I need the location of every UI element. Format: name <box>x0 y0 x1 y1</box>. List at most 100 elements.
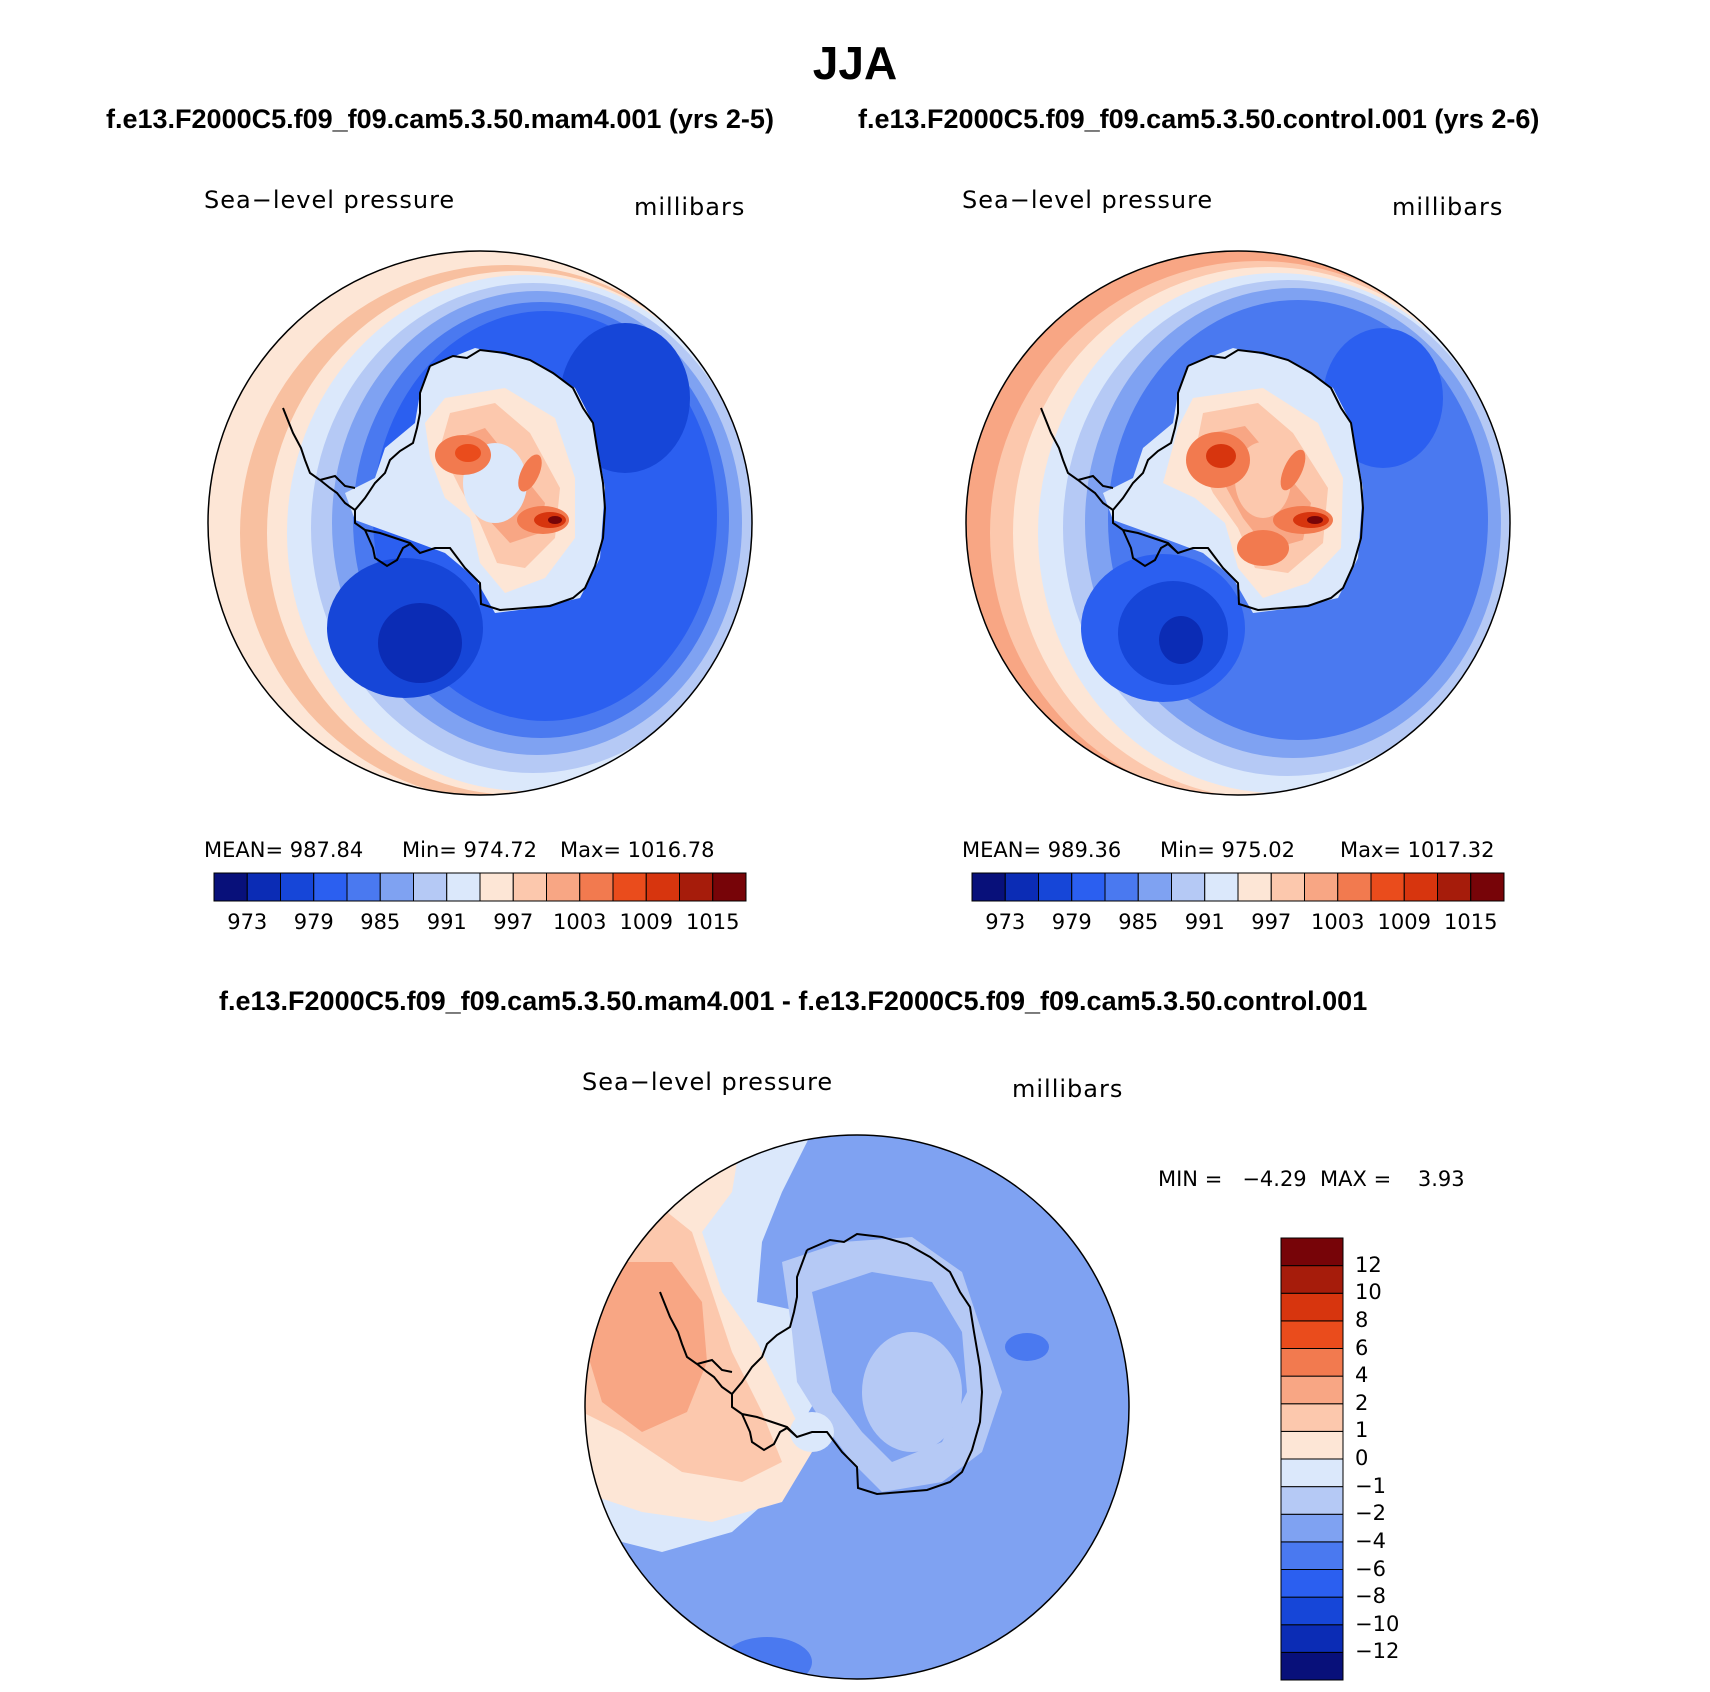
difference-colorbar-swatch <box>1280 1596 1344 1626</box>
top-right-colorbar-swatch <box>1071 872 1106 902</box>
difference-colorbar-swatch <box>1280 1569 1344 1598</box>
top-right-colorbar-tick-label: 973 <box>985 910 1026 934</box>
difference-minmax: MIN = −4.29 MAX = 3.93 <box>1158 1167 1465 1191</box>
top-right-colorbar-swatch <box>971 872 1006 902</box>
top-left-colorbar-swatch <box>512 872 547 902</box>
top-left-colorbar-tick-label: 1015 <box>686 910 740 934</box>
top-right-mean: MEAN= 989.36 <box>962 838 1122 862</box>
difference-colorbar-swatch <box>1280 1320 1344 1349</box>
difference-colorbar-tick-label: −8 <box>1355 1584 1386 1609</box>
top-right-variable-label: Sea−level pressure <box>962 186 1214 214</box>
top-left-colorbar-tick-label: 991 <box>426 910 467 934</box>
difference-case-label: f.e13.F2000C5.f09_f09.cam5.3.50.mam4.001… <box>219 986 1368 1016</box>
top-right-colorbar-ticks: 973 979 985 991 997 1003 1009 1015 <box>972 910 1504 940</box>
top-left-colorbar-swatch <box>346 872 381 902</box>
difference-colorbar-swatch <box>1280 1348 1344 1377</box>
top-right-colorbar-swatch <box>1470 872 1505 902</box>
difference-colorbar-tick-label: 6 <box>1355 1335 1369 1360</box>
top-right-units-label: millibars <box>1392 193 1504 221</box>
top-left-max: Max= 1016.78 <box>560 838 715 862</box>
top-right-colorbar-tick-label: 991 <box>1184 910 1225 934</box>
top-right-colorbar-swatch <box>1137 872 1172 902</box>
top-left-colorbar-swatch <box>579 872 614 902</box>
top-right-colorbar-swatch <box>1038 872 1073 902</box>
top-right-colorbar-swatch <box>1403 872 1438 902</box>
difference-colorbar-tick-label: 2 <box>1355 1390 1369 1415</box>
difference-colorbar-ticks: −12 −10 −8 −6 −4 −2 −1 0 1 2 4 6 8 10 12 <box>1355 1238 1415 1680</box>
difference-colorbar-swatch <box>1280 1651 1344 1681</box>
top-right-colorbar-swatch <box>1237 872 1272 902</box>
top-right-colorbar-tick-label: 997 <box>1251 910 1292 934</box>
top-left-variable-label: Sea−level pressure <box>204 186 456 214</box>
difference-colorbar-swatch <box>1280 1265 1344 1294</box>
top-right-colorbar-swatch <box>1204 872 1239 902</box>
top-right-min: Min= 975.02 <box>1160 838 1296 862</box>
difference-colorbar <box>1280 1237 1344 1681</box>
difference-colorbar-tick-label: −1 <box>1355 1473 1386 1498</box>
top-right-max: Max= 1017.32 <box>1340 838 1495 862</box>
difference-colorbar-swatch <box>1280 1541 1344 1570</box>
difference-colorbar-swatch <box>1280 1430 1344 1460</box>
top-left-colorbar-swatch <box>679 872 714 902</box>
top-left-polar-map <box>207 250 753 796</box>
difference-polar-map <box>584 1134 1130 1680</box>
top-left-colorbar-tick-label: 985 <box>360 910 401 934</box>
difference-colorbar-swatch <box>1280 1486 1344 1515</box>
difference-colorbar-tick-label: −6 <box>1355 1556 1386 1581</box>
top-right-colorbar-swatch <box>1104 872 1139 902</box>
top-left-colorbar-swatch <box>479 872 514 902</box>
top-left-colorbar-swatch <box>413 872 448 902</box>
difference-colorbar-swatch <box>1280 1237 1344 1267</box>
top-right-colorbar-tick-label: 979 <box>1051 910 1092 934</box>
difference-colorbar-swatch <box>1280 1624 1344 1653</box>
difference-colorbar-tick-label: 0 <box>1355 1446 1369 1470</box>
top-left-colorbar-tick-label: 979 <box>293 910 334 934</box>
top-left-colorbar-swatch <box>612 872 647 902</box>
top-left-units-label: millibars <box>634 193 746 221</box>
difference-colorbar-tick-label: 4 <box>1355 1363 1369 1388</box>
top-right-colorbar-swatch <box>1337 872 1372 902</box>
top-right-colorbar-swatch <box>1270 872 1305 902</box>
top-left-colorbar-swatch <box>546 872 581 902</box>
top-left-colorbar-tick-label: 1009 <box>619 910 673 934</box>
top-right-colorbar-tick-label: 985 <box>1118 910 1159 934</box>
top-left-colorbar-tick-label: 997 <box>493 910 534 934</box>
page-title: JJA <box>812 37 898 89</box>
difference-colorbar-tick-label: 12 <box>1355 1252 1382 1277</box>
difference-colorbar-tick-label: 1 <box>1355 1418 1369 1443</box>
top-right-colorbar-tick-label: 1003 <box>1311 910 1365 934</box>
top-right-colorbar <box>971 872 1505 902</box>
top-left-colorbar-swatch <box>712 872 747 902</box>
difference-colorbar-tick-label: −2 <box>1355 1501 1386 1526</box>
difference-units-label: millibars <box>1012 1075 1124 1103</box>
top-right-colorbar-tick-label: 1015 <box>1444 910 1498 934</box>
top-left-colorbar-swatch <box>645 872 680 902</box>
top-left-colorbar-swatch <box>313 872 348 902</box>
top-left-colorbar-swatch <box>280 872 315 902</box>
difference-colorbar-tick-label: −4 <box>1355 1528 1386 1553</box>
top-left-colorbar-swatch <box>246 872 281 902</box>
top-right-colorbar-swatch <box>1004 872 1039 902</box>
top-left-mean: MEAN= 987.84 <box>204 838 364 862</box>
top-left-colorbar-swatch <box>446 872 481 902</box>
top-left-colorbar-ticks: 973 979 985 991 997 1003 1009 1015 <box>214 910 746 940</box>
top-left-colorbar-swatch <box>379 872 414 902</box>
top-left-colorbar-tick-label: 973 <box>227 910 268 934</box>
top-left-colorbar <box>213 872 747 902</box>
top-left-colorbar-swatch <box>213 872 248 902</box>
top-right-polar-map <box>965 250 1511 796</box>
difference-colorbar-tick-label: 8 <box>1355 1307 1369 1332</box>
top-right-case-label: f.e13.F2000C5.f09_f09.cam5.3.50.control.… <box>858 104 1540 134</box>
top-left-min: Min= 974.72 <box>402 838 538 862</box>
difference-colorbar-swatch <box>1280 1458 1344 1488</box>
top-right-colorbar-swatch <box>1370 872 1405 902</box>
difference-colorbar-swatch <box>1280 1375 1344 1405</box>
difference-colorbar-tick-label: 10 <box>1355 1280 1382 1305</box>
difference-colorbar-swatch <box>1280 1292 1344 1322</box>
difference-colorbar-tick-label: −10 <box>1355 1611 1400 1636</box>
top-left-colorbar-tick-label: 1003 <box>553 910 607 934</box>
difference-variable-label: Sea−level pressure <box>582 1068 834 1096</box>
top-right-colorbar-swatch <box>1437 872 1472 902</box>
difference-colorbar-swatch <box>1280 1513 1344 1543</box>
top-right-colorbar-swatch <box>1171 872 1206 902</box>
